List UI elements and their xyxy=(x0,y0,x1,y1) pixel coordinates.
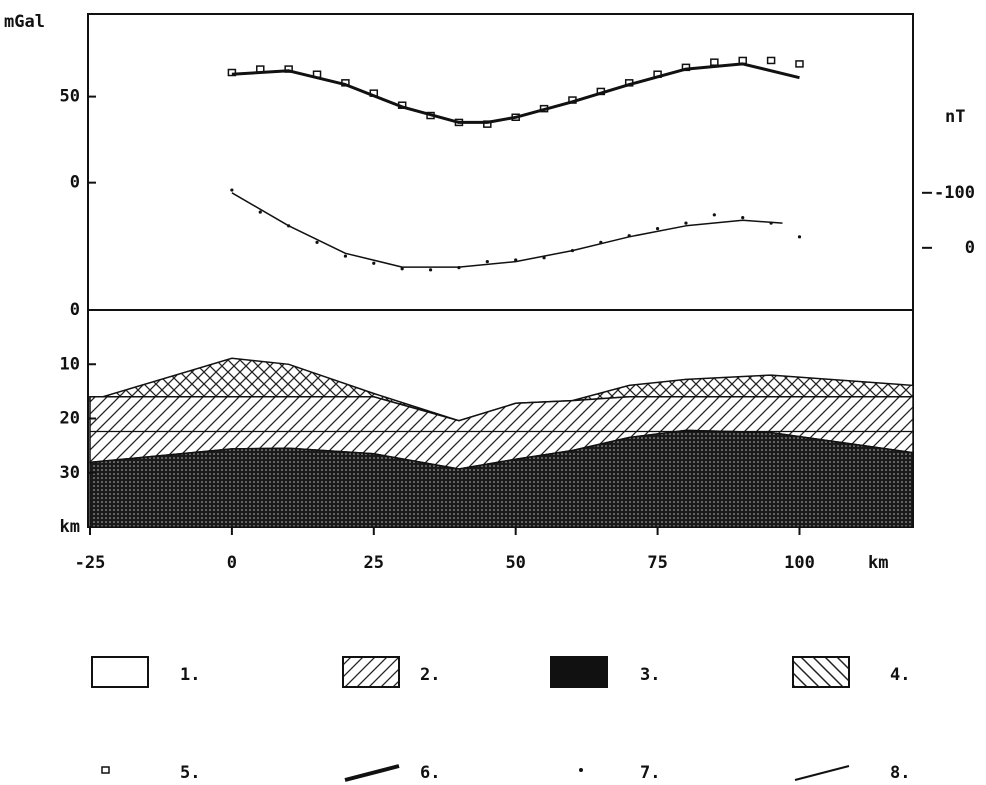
magnetic-point xyxy=(372,261,376,265)
magnetic-point xyxy=(797,235,802,239)
gravity-point xyxy=(795,60,804,68)
legend-symbol xyxy=(579,768,583,772)
y-tick-label: 20 xyxy=(60,409,80,429)
legend-swatch xyxy=(342,656,400,688)
x-tick-label: 25 xyxy=(364,553,384,573)
y-tick-label: 30 xyxy=(60,463,80,483)
x-tick-label: 100 xyxy=(784,553,815,573)
legend-label: 3. xyxy=(640,665,660,685)
y-tick-label: 0 xyxy=(70,300,80,320)
legend-label: 2. xyxy=(420,665,440,685)
legend-label: 1. xyxy=(180,665,200,685)
legend-swatch xyxy=(792,656,850,688)
magnetic-point xyxy=(315,240,319,244)
layer xyxy=(89,429,914,528)
x-axis-label: km xyxy=(868,553,888,573)
y-tick-label: 50 xyxy=(60,87,80,107)
magnetic-point xyxy=(400,267,404,271)
legend-symbol xyxy=(344,764,400,782)
y-axis-label: mGal xyxy=(4,12,45,32)
magnetic-point xyxy=(741,215,745,220)
y2-tick-label: -100 xyxy=(934,183,975,203)
legend-label: 8. xyxy=(890,763,910,783)
legend-symbol xyxy=(101,766,110,774)
magnetic-point xyxy=(485,259,489,264)
legend-label: 4. xyxy=(890,665,910,685)
y-tick-label: 10 xyxy=(60,354,80,374)
legend-label: 6. xyxy=(420,763,440,783)
magnetic-point xyxy=(655,226,660,231)
y-tick-label: 0 xyxy=(70,173,80,193)
magnetic-point xyxy=(258,210,262,214)
y2-tick-label: 0 xyxy=(965,238,975,258)
magnetic-point xyxy=(684,221,688,225)
gravity-point xyxy=(710,58,719,66)
magnetic-point xyxy=(343,254,348,258)
computed-curve xyxy=(231,62,800,124)
magnetic-point xyxy=(230,188,234,192)
x-tick-label: 50 xyxy=(505,553,525,573)
x-tick-label: 75 xyxy=(647,553,667,573)
gravity-point xyxy=(766,56,776,65)
legend-swatch xyxy=(550,656,608,688)
y2-axis-label: nT xyxy=(945,107,965,127)
legend-swatch xyxy=(91,656,149,688)
computed-curve xyxy=(231,192,783,268)
legend-symbol xyxy=(794,765,850,781)
legend-label: 7. xyxy=(640,763,660,783)
magnetic-point xyxy=(712,213,716,217)
legend-label: 5. xyxy=(180,763,200,783)
x-tick-label: 0 xyxy=(227,553,237,573)
magnetic-point xyxy=(428,268,433,272)
depth-axis-label: km xyxy=(60,517,80,537)
x-tick-label: -25 xyxy=(75,553,106,573)
